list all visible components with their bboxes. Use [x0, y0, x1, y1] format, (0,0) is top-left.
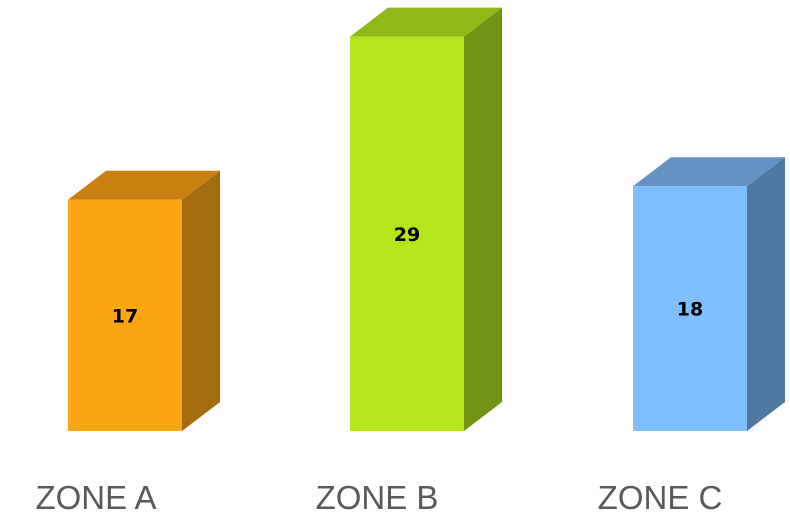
category-label: ZONE B — [316, 479, 439, 516]
bars-layer — [68, 7, 785, 432]
labels-layer: 17 ZONE A 29 ZONE B 18 ZONE C — [35, 224, 722, 516]
category-label: ZONE C — [598, 479, 723, 516]
bar-side-face — [182, 170, 220, 432]
bar-top-face — [633, 157, 785, 187]
bar-side-face — [464, 7, 502, 431]
data-label: 17 — [112, 305, 138, 327]
bar-2 — [350, 7, 502, 431]
data-label: 18 — [677, 299, 703, 321]
data-label: 29 — [394, 224, 420, 246]
bar-top-face — [350, 7, 502, 37]
bar-3 — [633, 157, 785, 431]
bar-1 — [68, 170, 220, 432]
bar-front-face — [633, 186, 747, 431]
category-label: ZONE A — [35, 479, 156, 516]
bar-top-face — [68, 170, 220, 200]
bar-front-face — [68, 199, 182, 431]
bar-side-face — [747, 157, 785, 431]
bar-front-face — [350, 36, 464, 431]
